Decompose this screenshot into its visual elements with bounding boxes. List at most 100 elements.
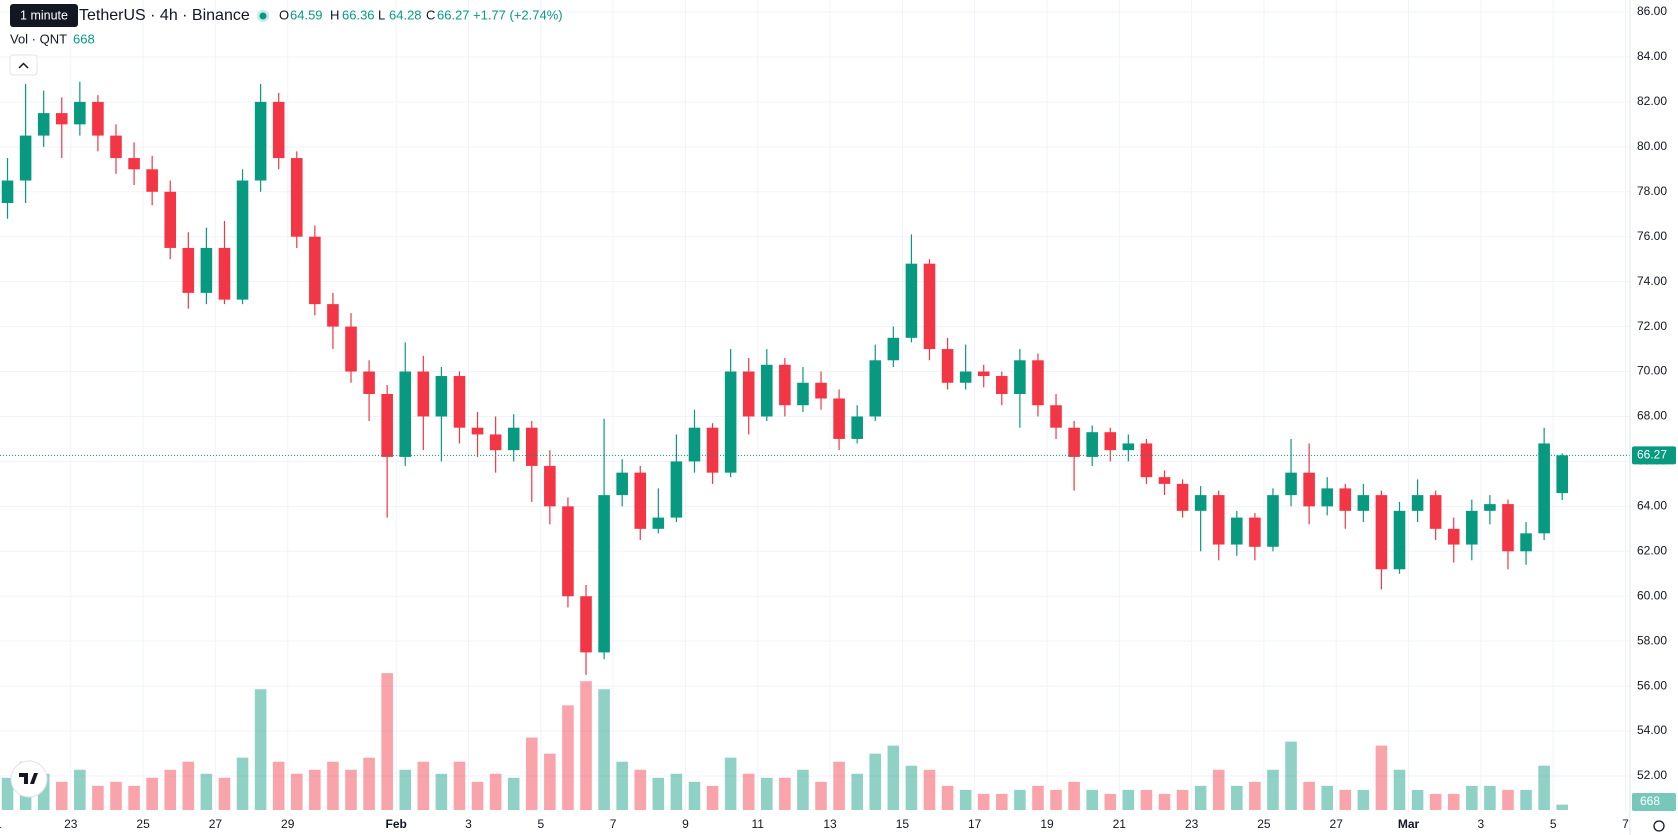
volume-bar [236,757,249,810]
candle-body [724,371,737,473]
volume-bar [525,737,538,810]
candle-body [146,169,158,192]
candle-body [19,135,32,181]
tooltip-box [10,4,78,27]
candle-body [670,461,683,518]
volume-bar [290,773,303,810]
logo[interactable] [10,760,48,798]
volume-bar [977,793,990,810]
volume-bar [1285,741,1297,810]
x-tick-label: 3 [465,817,472,831]
candle-body [507,427,520,451]
volume-bar [1303,781,1315,810]
volume-bar [544,753,556,810]
candle-body [1231,517,1243,545]
volume-bar [598,689,610,810]
candle-body [1050,405,1062,428]
volume-bar [1520,789,1532,810]
volume-bar [453,761,466,810]
x-tick-label: 1 [0,817,2,831]
volume-bar [507,777,520,810]
price-pane [0,81,1630,675]
x-tick-label: 19 [1040,817,1054,831]
volume-bar [761,777,773,810]
volume-bar [110,781,122,810]
settings-icon[interactable] [1653,820,1665,832]
candle-body [1104,432,1117,451]
volume-bar [345,769,357,810]
candle-body [1357,495,1370,511]
candle-body [941,349,954,383]
x-tick-label: 25 [136,817,150,831]
candle-body [272,101,285,159]
volume-bar [1339,789,1352,810]
symbol-title[interactable]: TetherUS · 4h · Binance [79,7,250,24]
volume-bar [797,769,809,810]
legend-value: 66.27 [437,7,470,22]
x-tick-label: 23 [1185,817,1199,831]
chevron-icon [18,62,29,69]
candle-body [37,113,50,136]
y-tick-label: 70.00 [1637,364,1667,378]
legend-change: +1.77 (+2.74%) [473,7,563,22]
x-tick-label: 5 [537,817,544,831]
volume-bar [1231,785,1243,810]
x-tick-label: 27 [209,817,223,831]
volume-bar [1050,789,1062,810]
last-price-tag [1632,446,1676,465]
candle-body [55,113,68,125]
y-tick-label: 68.00 [1637,409,1667,423]
candle-body [74,101,86,125]
candle-body [1520,533,1532,552]
legend-value: 64.28 [389,7,422,22]
volume-bar [1357,789,1370,810]
volume-bar [1502,789,1514,810]
candle-body [580,596,592,653]
volume-bar [164,769,177,810]
y-tick-label: 52.00 [1637,768,1667,782]
candle-body [869,360,882,417]
candle-body [1267,495,1279,547]
x-tick-label: 5 [1550,817,1557,831]
volume-bar [74,769,86,810]
candle-body [1122,443,1135,451]
y-tick-label: 76.00 [1637,229,1667,243]
candle-body [905,263,918,338]
volume-bar [1466,785,1478,810]
x-tick-label: 21 [1113,817,1127,831]
collapse-button[interactable] [9,54,38,76]
volume-bar [941,785,954,810]
y-tick-label: 86.00 [1637,4,1667,18]
volume-title: Vol · QNT [10,31,67,46]
x-tick-label: 17 [968,817,982,831]
volume-bar [1122,789,1135,810]
candle-body [544,465,556,507]
volume-bar [1086,789,1098,810]
volume-bar [1484,785,1496,810]
candle-body [218,247,231,300]
volume-bar [1,777,14,810]
volume-bar [1032,785,1044,810]
candle-body [1032,360,1044,406]
volume-bar [1429,793,1442,810]
volume-bar [1447,793,1460,810]
y-tick-label: 64.00 [1637,499,1667,513]
legend-value: 64.59 [290,7,323,22]
candle-body [923,263,936,350]
volume-bar [92,785,104,810]
candle-body [1339,488,1352,511]
volume-bar [996,793,1008,810]
candle-body [128,158,140,170]
candle-body [1538,443,1550,534]
candle-body [1375,495,1388,570]
last-price-label: 66.27 [1637,448,1667,462]
x-tick-label: 13 [823,817,837,831]
volume-bar [55,781,68,810]
volume-bar [417,761,430,810]
candle-body [381,394,393,457]
volume-bar [779,777,791,810]
volume-bar [128,785,140,810]
candle-body [996,376,1008,394]
candle-body [290,158,303,237]
x-tick-label: 9 [682,817,689,831]
